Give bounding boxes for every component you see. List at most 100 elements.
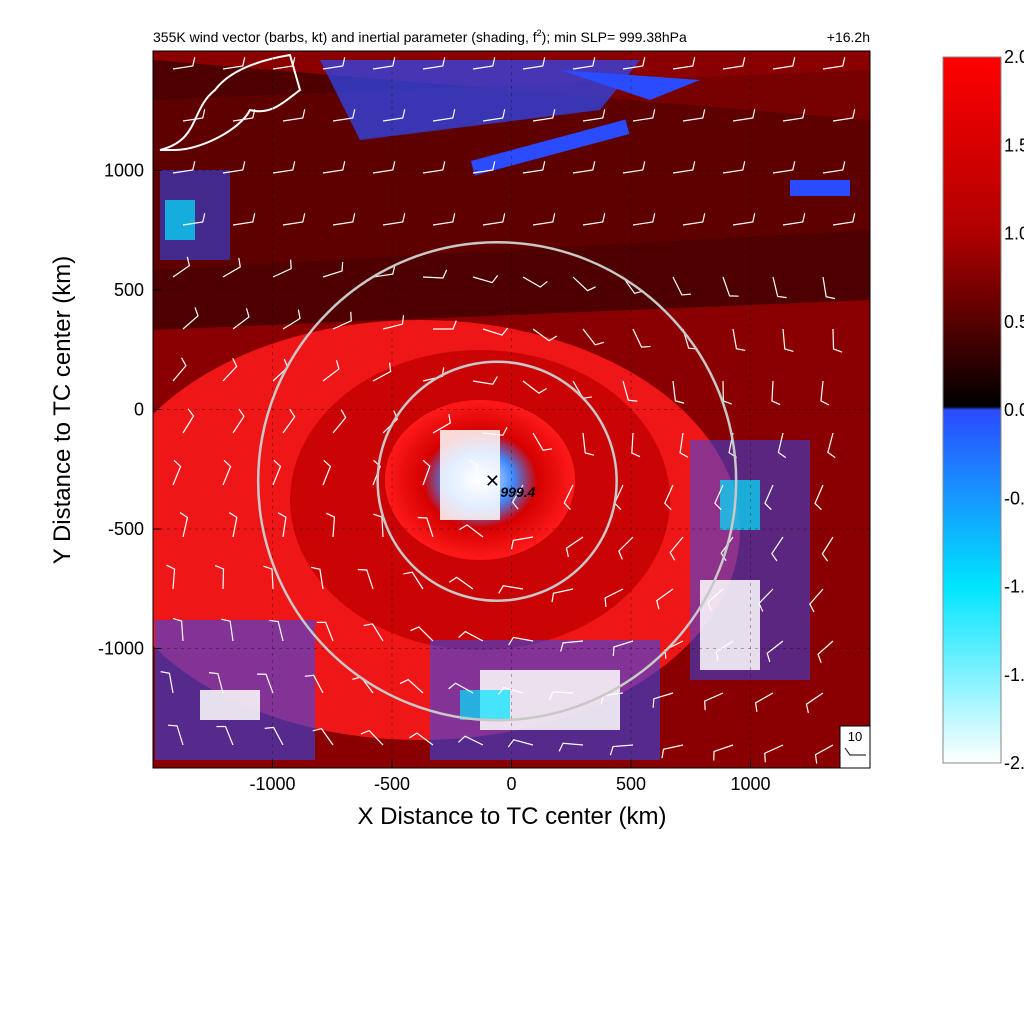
- wind-barb: [722, 57, 746, 70]
- wind-barb: [832, 109, 856, 122]
- wind-barb: [508, 636, 534, 646]
- wind-barb: [511, 484, 524, 510]
- wind-barb: [326, 512, 336, 538]
- wind-barbs: [160, 57, 856, 764]
- wind-barb: [817, 640, 834, 663]
- wind-barb: [548, 691, 574, 701]
- wind-barb: [679, 432, 689, 458]
- wind-barb: [322, 459, 332, 486]
- wind-barb: [551, 588, 574, 603]
- x-tick-label: 1000: [730, 774, 770, 794]
- wind-barb: [282, 408, 296, 434]
- range-ring: [256, 240, 738, 722]
- wind-barb: [216, 725, 234, 746]
- wind-barb: [382, 109, 406, 122]
- wind-barb: [782, 213, 806, 226]
- colorbar-tick-label: -1.0: [1004, 577, 1024, 597]
- wind-barb: [422, 57, 446, 70]
- wind-barb: [172, 57, 196, 70]
- wind-barb: [532, 109, 556, 122]
- wind-barb: [732, 213, 756, 226]
- colorbar-tick-label: 2.0: [1004, 47, 1024, 67]
- wind-barb: [332, 109, 356, 122]
- wind-barb: [372, 57, 396, 70]
- wind-barb: [422, 459, 431, 486]
- y-tick-label: -1000: [98, 639, 144, 659]
- y-tick-label: 0: [134, 400, 144, 420]
- wind-barb: [532, 328, 558, 342]
- wind-barb: [652, 692, 674, 708]
- wind-barb: [214, 564, 225, 590]
- wind-barb: [372, 161, 396, 174]
- colorbar-ticks: 2.0 1.5 1.0 0.5 0.0 -0.5 -1.0 -1.5 -2.0: [1004, 47, 1024, 773]
- wind-barb: [582, 109, 606, 122]
- wind-barb: [222, 257, 241, 278]
- wind-barb: [572, 57, 596, 70]
- wind-barb: [809, 588, 824, 613]
- wind-barb: [322, 57, 346, 70]
- wind-barb: [669, 536, 684, 561]
- wind-barb: [459, 524, 484, 538]
- wind-barb: [714, 484, 724, 511]
- wind-barb: [160, 671, 174, 694]
- wind-barb: [560, 640, 584, 652]
- wind-barb: [822, 161, 846, 174]
- wind-barb: [732, 328, 746, 352]
- wind-barb: [422, 269, 448, 279]
- wind-barb: [609, 744, 634, 756]
- wind-barb: [357, 568, 374, 590]
- wind-barb: [172, 256, 191, 278]
- range-rings: [256, 240, 738, 722]
- wind-barb: [572, 276, 596, 292]
- wind-barb: [661, 744, 684, 759]
- wind-barb: [182, 408, 195, 434]
- wind-barb: [820, 380, 830, 406]
- wind-barb: [805, 692, 824, 714]
- wind-barb: [417, 516, 434, 538]
- wind-barb: [764, 484, 774, 511]
- wind-barb: [472, 275, 499, 284]
- x-ticks: -1000 -500 0 500 1000: [249, 760, 771, 794]
- wind-barb: [282, 309, 301, 330]
- wind-barb: [448, 682, 474, 694]
- wind-barb: [563, 484, 574, 511]
- tc-center-marker-icon: ✕: [485, 471, 500, 491]
- x-tick-label: -500: [374, 774, 410, 794]
- wind-barb: [382, 315, 405, 330]
- colorbar: [942, 56, 1002, 764]
- wind-barb: [522, 161, 546, 174]
- wind-barb: [766, 640, 784, 663]
- wind-barb: [822, 276, 836, 300]
- y-tick-label: -500: [108, 519, 144, 539]
- y-ticks: -1000 -500 0 500 1000: [98, 161, 161, 659]
- wind-barb: [272, 57, 296, 70]
- wind-barb: [272, 459, 282, 486]
- wind-barb: [432, 213, 456, 226]
- wind-barb: [470, 459, 479, 486]
- wind-barb: [432, 320, 457, 330]
- wind-barb: [656, 588, 674, 610]
- wind-barb: [764, 744, 784, 763]
- wind-barb: [682, 213, 706, 226]
- wind-barb: [777, 432, 787, 459]
- wind-barb: [821, 536, 834, 562]
- wind-barb: [264, 726, 284, 746]
- wind-barb: [771, 536, 784, 562]
- wind-barb: [422, 161, 446, 174]
- wind-barb: [222, 358, 238, 382]
- wind-barb: [304, 674, 324, 694]
- wind-barb: [322, 261, 344, 278]
- wind-barb: [472, 161, 496, 174]
- wind-barb: [322, 161, 346, 174]
- wind-barb: [715, 640, 734, 661]
- wind-barb: [782, 328, 794, 352]
- wind-barb: [832, 328, 843, 353]
- wind-barb: [179, 511, 189, 538]
- wind-barb: [432, 109, 456, 122]
- wind-barb: [664, 484, 674, 511]
- wind-barb: [316, 621, 334, 642]
- wind-barb: [282, 213, 306, 226]
- x-tick-label: 0: [506, 774, 516, 794]
- wind-barb: [497, 686, 524, 696]
